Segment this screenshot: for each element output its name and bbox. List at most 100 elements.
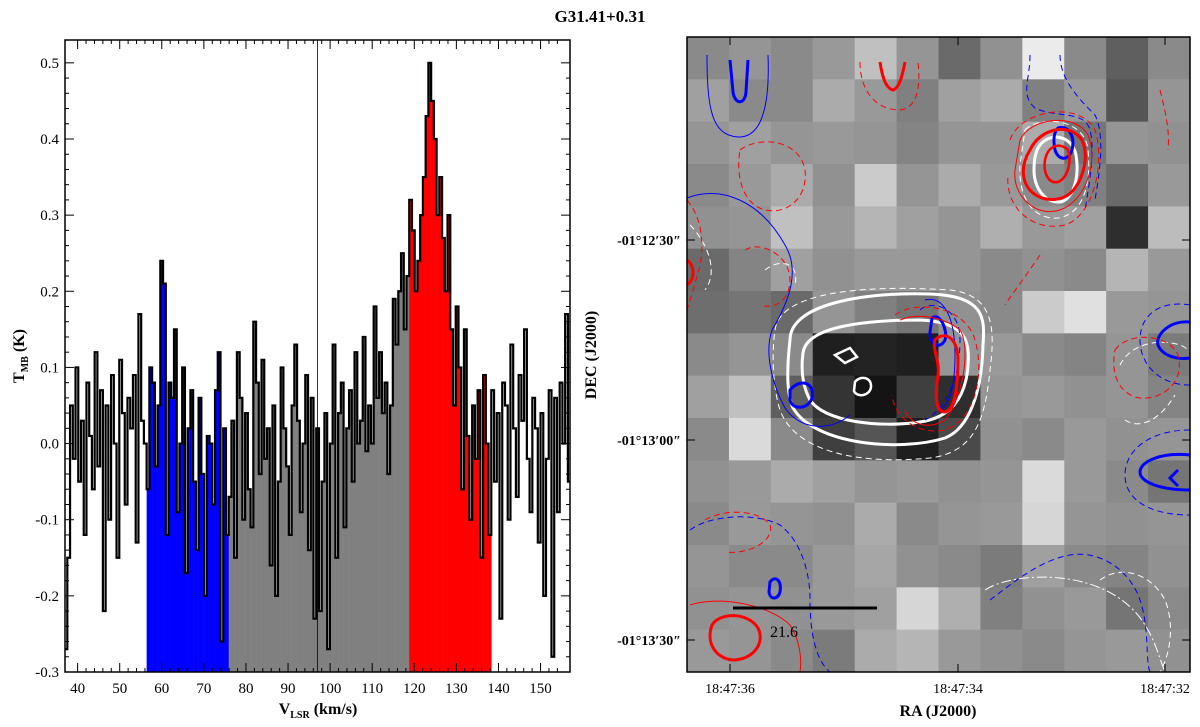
map-pixel [728,375,772,419]
spectrum-channel-fill [414,291,418,672]
spectrum-channel-fill [236,352,240,672]
spectrum-x-axis-label: VLSR (km/s) [279,701,358,721]
map-pixel [938,418,981,461]
map-pixel [854,545,898,588]
map-pixel [854,375,898,419]
map-contours [687,54,1190,672]
blue-contour-center [928,315,948,347]
red-contour-north [878,61,907,92]
spectrum-channel-fill [483,375,487,672]
blue-dashed-east-1 [1139,303,1190,386]
spectrum-channel-fill [187,428,191,672]
spectrum-channel-fill [277,481,281,672]
red-contour-sw [708,614,762,662]
map-pixel [812,206,856,250]
map-pixel [1022,545,1065,588]
map-grayscale-image [687,37,1190,672]
map-pixel [896,121,939,165]
white-contour-peak-1 [832,346,859,365]
y-tick-label: 0.3 [40,208,59,224]
spectrum-channel-fill [280,367,284,672]
map-pixel [1064,375,1107,419]
map-pixel [980,418,1023,461]
spectrum-channel-fill [392,298,396,672]
spectrum-channel-fill [256,382,260,672]
spectrum-channel-fill [305,375,309,672]
spectrum-channel-fill [444,291,448,672]
blue-thin-nw [706,54,769,138]
map-frame [686,36,1191,673]
spectrum-channel-fill [360,420,364,672]
map-pixel [687,164,730,207]
map-pixel [854,37,898,80]
map-pixel [687,502,730,546]
spectrum-channel-fill [288,534,292,672]
map-pixel [770,333,814,377]
map-pixel [896,587,939,631]
spectrum-channel-fill [409,199,413,672]
y-tick-label: -0.3 [35,665,59,681]
spectrum-channel-fill [485,443,489,672]
red-dashed-ne-3 [1159,89,1169,151]
spectrum-channel-fill [395,344,399,672]
map-pixel [854,164,898,207]
map-pixel [770,206,814,250]
map-pixel [687,206,730,250]
map-pixel [1148,79,1190,123]
spectrum-channel-fill [223,428,227,672]
spectrum-channel-fill [247,489,251,672]
figure-title: G31.41+0.31 [555,7,646,26]
map-pixel [1148,121,1190,165]
spectrum-channel-fill [171,397,175,672]
red-dashed-ne-2 [1004,254,1041,306]
spectrum-channel-fill [261,359,265,672]
spectrum-channel-fill [327,649,331,672]
map-pixel [854,629,898,672]
blue-thin-west [687,193,851,427]
spectrum-channel-fill [302,443,306,672]
x-tick-label: 150 [529,681,552,697]
spectrum-channel-fill [182,367,186,672]
spectrum-channel-fill [488,534,492,672]
map-pixel [896,291,939,334]
spectrum-channel-fill [193,481,197,672]
map-pixel [1022,502,1065,546]
spectrum-channel-fill [398,291,402,672]
spectrum-channel-fill [234,557,238,672]
map-pixel [1022,291,1065,334]
map-pixel [687,460,730,504]
spectrum-channel-fill [157,405,161,672]
map-pixel [1148,545,1190,588]
spectrum-channel-fill [343,527,347,672]
spectrum-channel-fill [217,352,221,672]
map-pixel [854,248,898,292]
map-pixel [1064,629,1107,672]
map-pixel [1064,291,1107,334]
map-pixel [938,206,981,250]
map-pixel [687,545,730,588]
white-dashed-se [1099,571,1171,672]
red-dashed-ne [1007,111,1100,227]
blue-dashed-sw [689,516,831,672]
map-pixel [728,37,772,80]
map-pixel [728,121,772,165]
map-pixel [728,291,772,334]
spectrum-channel-fill [357,443,361,672]
spectrum-channel-fill [269,565,273,672]
red-dashed-east [1113,336,1180,399]
red-contour-ne-inner [1043,144,1071,184]
spectrum-channel-fill [163,283,167,672]
map-pixel [980,164,1023,207]
map-x-axis-label: RA (J2000) [900,703,977,720]
red-contour-ne-outer [1021,128,1087,201]
map-pixel [1106,418,1149,461]
y-tick-label: 0.4 [40,132,59,148]
blue-contours-thin [687,54,956,427]
spectrum-channel-fill [308,550,312,672]
red-contours-thin [689,119,1093,672]
red-contour-west-edge [687,258,695,287]
ra-tick-label-2: 18:47:34 [933,682,983,697]
map-y-axis-label: DEC (J2000) [583,311,600,399]
ra-tick-label-1: 18:47:36 [705,682,755,697]
spectrum-channel-fill [351,481,355,672]
